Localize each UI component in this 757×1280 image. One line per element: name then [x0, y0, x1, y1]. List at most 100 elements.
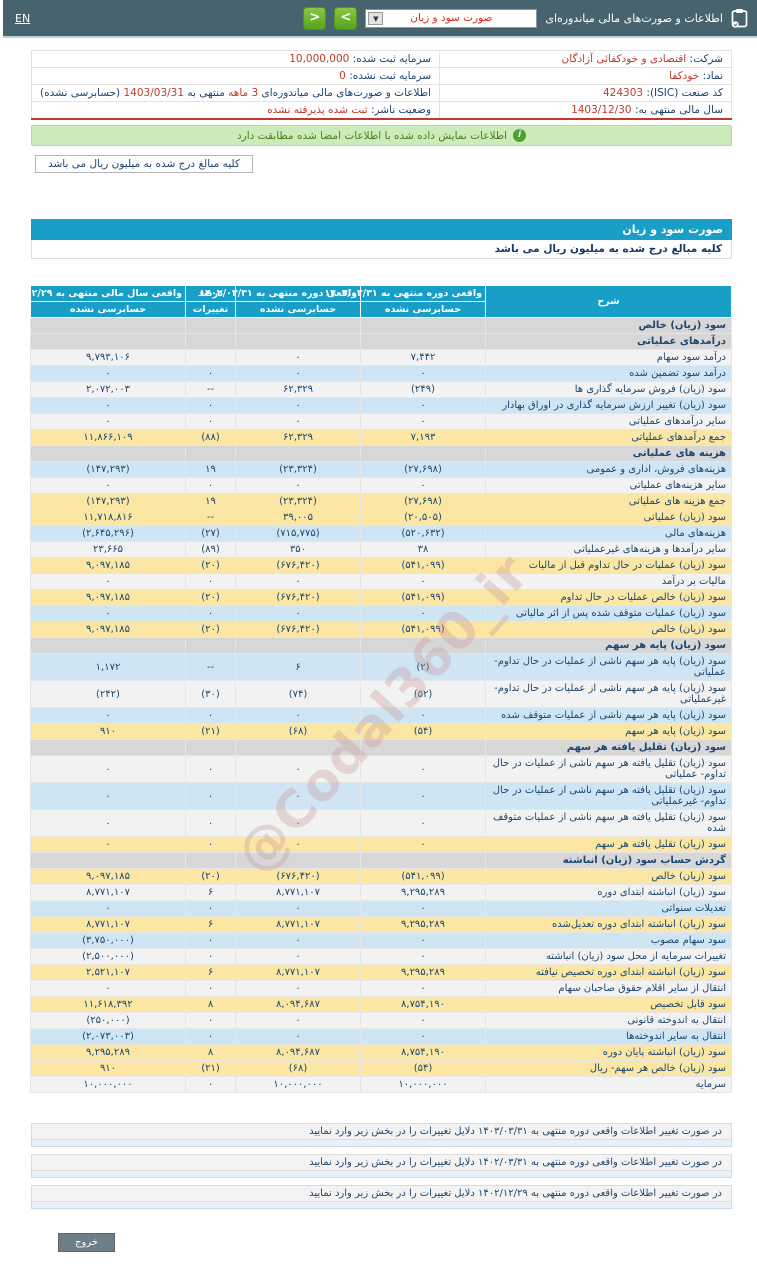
row-value: (۲۵۰,۰۰۰) [28, 1013, 183, 1029]
table-row: انتقال به سایر اندوخته‌ها ۰ ۰ ۰ (۲,۰۷۳,۰۰۳) [28, 1029, 729, 1045]
row-value: ۰ [233, 981, 358, 997]
row-label: سرمایه [483, 1077, 729, 1093]
prev-statement-button[interactable]: < [300, 7, 323, 30]
row-label: سود (زیان) فروش سرمایه گذاری ها [483, 382, 729, 398]
footnote-input-strip[interactable] [28, 1140, 729, 1147]
column-subheader-unaudited: حسابرسی نشده [358, 302, 483, 318]
column-header-fiscal-year: واقعی سال مالی منتهی به ۱۴۰۲/۱۲/۲۹ [28, 286, 183, 302]
column-header-prior-period: واقعی دوره منتهی به ۱۴۰۲/۰۳/۳۱ [233, 286, 358, 302]
row-value: ۰ [183, 1077, 233, 1093]
column-subheader-unaudited: حسابرسی نشده [28, 302, 183, 318]
row-value: ۰ [183, 783, 233, 810]
section-header-row: هزینه های عملیاتی [28, 446, 729, 462]
row-value [358, 334, 483, 350]
row-label: سود (زیان) پایه هر سهم ناشی از عملیات در… [483, 681, 729, 708]
row-value: (۲۰) [183, 558, 233, 574]
header-divider [0, 36, 757, 38]
row-label: انتقال به سایر اندوخته‌ها [483, 1029, 729, 1045]
table-row: سرمایه ۱۰,۰۰۰,۰۰۰ ۱۰,۰۰۰,۰۰۰ ۰ ۱۰,۰۰۰,۰۰۰ [28, 1077, 729, 1093]
clipboard-icon [728, 8, 745, 28]
company-value: اقتصادی و خودکفائی آزادگان [559, 53, 684, 65]
row-value: ۰ [183, 837, 233, 853]
unreg-capital-label: سرمایه ثبت نشده: [346, 70, 428, 82]
table-row: هزینه‌های مالی (۵۲۰,۶۳۲) (۷۱۵,۷۷۵) (۲۷) (۲,۶… [28, 526, 729, 542]
row-value: ۰ [233, 708, 358, 724]
row-value [358, 318, 483, 334]
row-value [358, 446, 483, 462]
signed-info-text: اطلاعات نمایش داده شده با اطلاعات امضا ش… [234, 130, 504, 142]
row-value: (۶۷۶,۴۲۰) [233, 622, 358, 638]
row-value: (۲,۰۷۳,۰۰۳) [28, 1029, 183, 1045]
next-statement-button[interactable]: > [331, 7, 354, 30]
row-value: ۰ [358, 949, 483, 965]
row-value: ۰ [28, 756, 183, 783]
row-value: ۰ [28, 478, 183, 494]
table-row: جمع هزینه های عملیاتی (۲۷,۶۹۸) (۲۳,۳۲۴) ۱۹(… [28, 494, 729, 510]
chevron-down-icon[interactable]: ▼ [365, 12, 380, 25]
row-label: هزینه‌های مالی [483, 526, 729, 542]
row-value: ۶۲,۳۲۹ [233, 430, 358, 446]
row-value: ۰ [183, 981, 233, 997]
footnotes-section: در صورت تغییر اطلاعات واقعی دوره منتهی ب… [28, 1123, 729, 1209]
row-label: تغییرات سرمایه از محل سود (زیان) انباشته [483, 949, 729, 965]
table-row: سود (زیان) عملیات در حال تداوم قبل از ما… [28, 558, 729, 574]
column-header-description: شرح [483, 286, 729, 318]
footnote-item: در صورت تغییر اطلاعات واقعی دوره منتهی ب… [28, 1185, 729, 1209]
row-value: ۹,۲۹۵,۲۸۹ [358, 885, 483, 901]
row-value [183, 853, 233, 869]
row-label: انتقال از سایر اقلام حقوق صاحبان سهام [483, 981, 729, 997]
row-value: (۲) [358, 654, 483, 681]
row-label: سود (زیان) تقلیل یافته هر سهم ناشی از عم… [483, 783, 729, 810]
table-row: درآمد سود سهام ۷,۴۴۲ ۰ ۹,۷۹۳,۱۰۶ [28, 350, 729, 366]
row-label: انتقال به اندوخته قانونی [483, 1013, 729, 1029]
row-value [233, 318, 358, 334]
table-row: سایر درآمدهای عملیاتی ۰ ۰ ۰ ۰ [28, 414, 729, 430]
table-row: سایر هزینه‌های عملیاتی ۰ ۰ ۰ ۰ [28, 478, 729, 494]
section-header-row: سود (زیان) تقلیل یافته هر سهم [28, 740, 729, 756]
row-value: ۱۹ [183, 494, 233, 510]
company-label: شرکت: [687, 53, 720, 65]
fiscal-year-label: سال مالی منتهی به: [632, 104, 720, 116]
top-bar: اطلاعات و صورت‌های مالی میاندوره‌ای صورت… [0, 0, 757, 36]
row-value [233, 446, 358, 462]
row-value [28, 638, 183, 654]
row-value [233, 638, 358, 654]
table-row: شرکت: اقتصادی و خودکفائی آزادگان سرمایه … [29, 51, 729, 68]
row-value: ۰ [28, 783, 183, 810]
table-row: کد صنعت (ISIC): 424303 اطلاعات و صورت‌ها… [29, 85, 729, 102]
table-row: هزینه‌های فروش، اداری و عمومی (۲۷,۶۹۸) (۲۳… [28, 462, 729, 478]
row-label: سود (زیان) خالص [483, 622, 729, 638]
row-label: تعدیلات سنواتی [483, 901, 729, 917]
row-value: ۰ [183, 414, 233, 430]
table-row: سود سهام مصوب ۰ ۰ ۰ (۳,۷۵۰,۰۰۰) [28, 933, 729, 949]
row-value: (۲۰,۵۰۵) [358, 510, 483, 526]
row-label: سود (زیان) خالص [483, 318, 729, 334]
row-value: ۰ [358, 837, 483, 853]
row-value: ۰ [28, 708, 183, 724]
table-row: نماد: خودکفا سرمایه ثبت نشده: 0 [29, 68, 729, 85]
row-value: ۱۰,۰۰۰,۰۰۰ [28, 1077, 183, 1093]
income-table-body: سود (زیان) خالص درآمدهای عملیاتی درآمد سود… [28, 318, 729, 1093]
period-mid: منتهی به [184, 87, 221, 99]
row-value: ۸ [183, 997, 233, 1013]
row-value: ۰ [183, 606, 233, 622]
exit-button[interactable]: خروج [55, 1233, 112, 1252]
row-value: ۰ [233, 398, 358, 414]
row-value: ۰ [183, 756, 233, 783]
footnote-input-strip[interactable] [28, 1202, 729, 1209]
statement-title-bar: صورت سود و زیان [28, 219, 729, 240]
row-value: (۲۴۲) [28, 681, 183, 708]
row-value: ۰ [358, 478, 483, 494]
table-row: انتقال از سایر اقلام حقوق صاحبان سهام ۰ ۰ ۰… [28, 981, 729, 997]
language-toggle-link[interactable]: EN [12, 12, 27, 25]
row-value: (۲۷,۶۹۸) [358, 494, 483, 510]
footnote-input-strip[interactable] [28, 1171, 729, 1178]
table-row: سایر درآمدها و هزینه‌های غیرعملیاتی ۳۸ ۳۵۰… [28, 542, 729, 558]
statement-select[interactable]: صورت سود و زیان ▼ [362, 9, 534, 28]
row-value: (۶۷۶,۴۲۰) [233, 869, 358, 885]
period-suffix: (حسابرسی نشده) [37, 87, 117, 99]
table-row: جمع درآمدهای عملیاتی ۷,۱۹۳ ۶۲,۳۲۹ (۸۸) ۱۱,۸۶… [28, 430, 729, 446]
row-value: ۰ [183, 901, 233, 917]
row-value: ۷,۴۴۲ [358, 350, 483, 366]
row-value: -- [183, 510, 233, 526]
